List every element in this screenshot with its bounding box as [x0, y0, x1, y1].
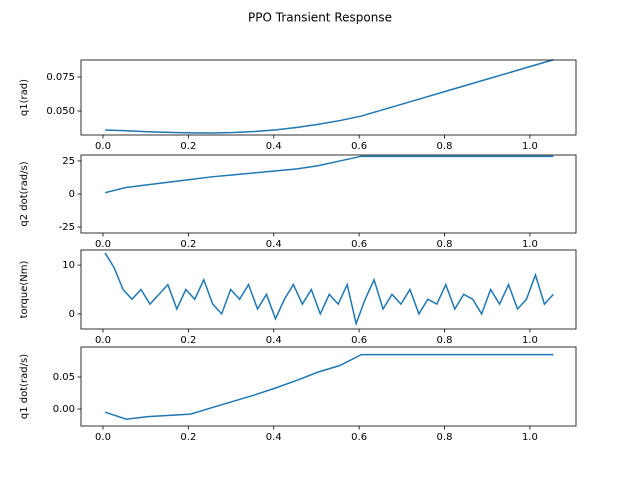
axes-frame: [80, 154, 577, 234]
y-axis-label: q1(rad): [19, 79, 30, 116]
figure-title: PPO Transient Response: [248, 11, 392, 25]
y-tick-label: -25: [59, 222, 75, 233]
y-axis-label: torque(Nm): [19, 260, 30, 318]
x-tick-label: 1.0: [522, 141, 538, 152]
axes-frame: [80, 346, 577, 427]
x-tick-label: 0.6: [351, 335, 367, 346]
x-tick-label: 1.0: [522, 239, 538, 250]
x-tick-label: 0.0: [95, 432, 111, 443]
x-tick-label: 0.8: [437, 432, 453, 443]
y-tick-label: 25: [62, 156, 75, 167]
y-tick-label: 0.00: [53, 404, 75, 415]
x-tick-label: 0.4: [266, 335, 282, 346]
x-tick-label: 0.2: [180, 239, 196, 250]
x-tick-label: 0.6: [351, 141, 367, 152]
axes-frame: [80, 59, 577, 136]
y-tick-label: 0: [69, 189, 75, 200]
y-tick-label: 0.05: [53, 372, 75, 383]
y-tick-label: 0: [69, 309, 75, 320]
data-line: [104, 252, 554, 327]
x-tick-label: 1.0: [522, 335, 538, 346]
x-tick-label: 0.2: [180, 141, 196, 152]
x-tick-label: 0.2: [180, 432, 196, 443]
y-tick-label: 10: [62, 260, 75, 271]
y-axis-label: q1 dot(rad/s): [19, 354, 30, 419]
y-tick-label: 0.050: [46, 106, 75, 117]
x-tick-label: 0.6: [351, 239, 367, 250]
x-tick-label: 0.4: [266, 432, 282, 443]
data-line: [105, 59, 554, 134]
x-tick-label: 1.0: [522, 432, 538, 443]
axes-frame: [80, 249, 577, 330]
y-tick-label: 0.075: [46, 72, 75, 83]
x-tick-label: 0.0: [95, 335, 111, 346]
data-line: [104, 155, 554, 194]
x-tick-label: 0.8: [437, 335, 453, 346]
x-tick-label: 0.0: [95, 141, 111, 152]
x-tick-label: 0.6: [351, 432, 367, 443]
x-tick-label: 0.0: [95, 239, 111, 250]
x-tick-label: 0.8: [437, 141, 453, 152]
x-tick-label: 0.4: [266, 141, 282, 152]
x-tick-label: 0.2: [180, 335, 196, 346]
x-tick-label: 0.4: [266, 239, 282, 250]
x-tick-label: 0.8: [437, 239, 453, 250]
data-line: [104, 353, 554, 420]
y-axis-label: q2 dot(rad/s): [19, 161, 30, 226]
